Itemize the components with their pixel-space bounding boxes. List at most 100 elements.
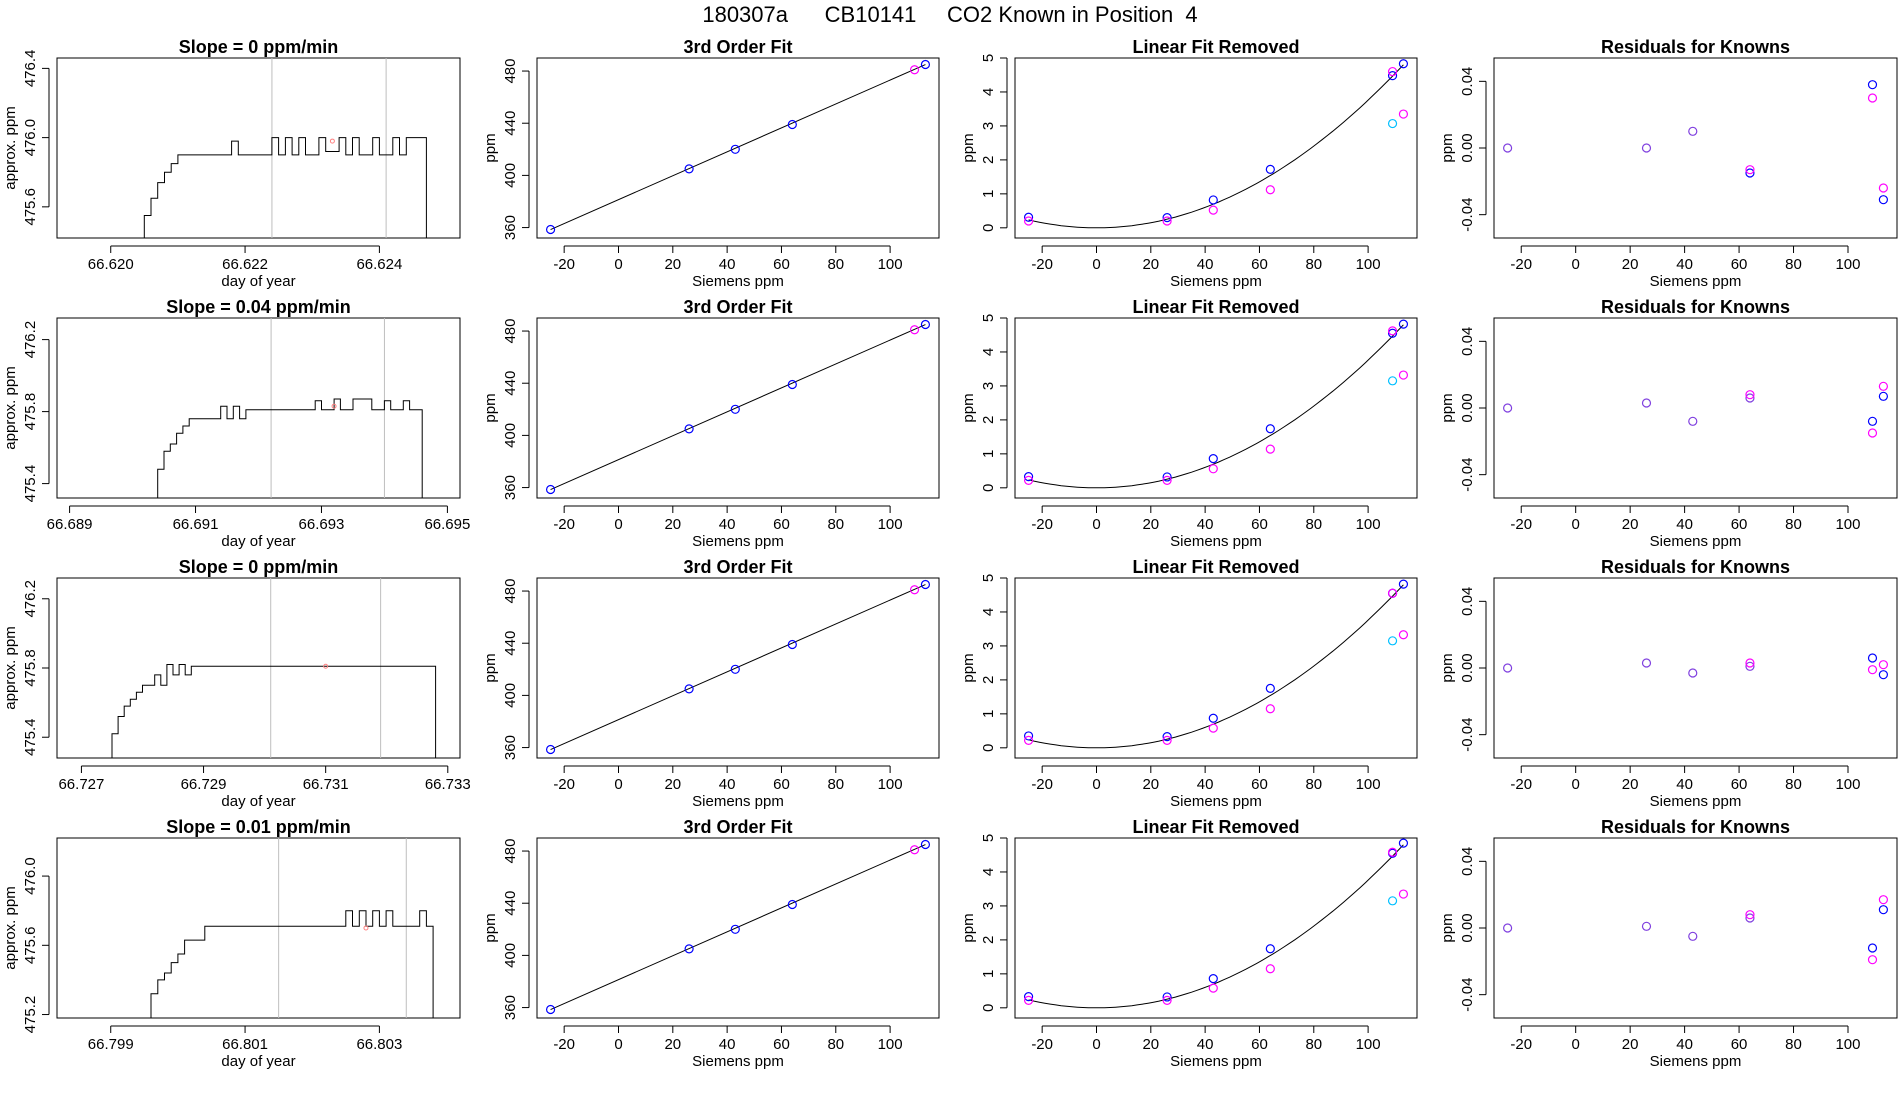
plot-frame	[1014, 837, 1418, 1019]
y-tick-label: 476.2	[22, 580, 39, 618]
chart-title: Slope = 0.04 ppm/min	[166, 297, 351, 317]
data-point	[1878, 183, 1888, 193]
x-tick-label: 20	[664, 256, 681, 273]
data-point	[1208, 195, 1218, 205]
x-tick-label: 40	[1197, 256, 1214, 273]
x-tick-label: 0	[1572, 1036, 1580, 1053]
data-point	[1162, 992, 1172, 1002]
x-tick-label: 66.620	[88, 256, 134, 273]
chart-panel-linear-4: Linear Fit Removed-20 0 20 40 60 80 100Siemens…	[960, 817, 1418, 1070]
y-tick-label: 475.8	[22, 649, 39, 687]
data-point	[1265, 444, 1275, 454]
x-tick-label: 100	[1835, 256, 1860, 273]
x-tick-label: 66.801	[222, 1036, 268, 1053]
chart-title: Residuals for Knowns	[1601, 557, 1790, 577]
data-point	[730, 924, 740, 934]
plot-frame	[536, 317, 940, 499]
y-tick-label: 5	[980, 574, 997, 582]
x-tick-label: -20	[1510, 776, 1532, 793]
x-tick-label: 0	[1572, 516, 1580, 533]
y-axis-label: ppm	[482, 393, 499, 422]
x-tick-label: 100	[1835, 516, 1860, 533]
x-tick-label: 40	[719, 1036, 736, 1053]
data-point	[1503, 143, 1513, 153]
series-line	[143, 137, 434, 238]
y-tick-label: 0	[980, 744, 997, 752]
y-tick-label: 475.4	[22, 718, 39, 756]
x-tick-label: 60	[773, 256, 790, 273]
x-tick-label: 66.691	[173, 516, 219, 533]
x-tick-label: 60	[1251, 1036, 1268, 1053]
data-point	[1688, 931, 1698, 941]
x-tick-label: 60	[773, 516, 790, 533]
x-tick-label: 60	[1251, 776, 1268, 793]
x-tick-label: 100	[878, 776, 903, 793]
x-tick-label: 66.733	[425, 776, 471, 793]
x-tick-label: 60	[1251, 516, 1268, 533]
x-tick-label: 20	[1142, 256, 1159, 273]
x-axis-label: Siemens ppm	[692, 273, 784, 290]
x-tick-label: 60	[1731, 1036, 1748, 1053]
y-tick-label: 2	[980, 936, 997, 944]
x-tick-label: 60	[1731, 776, 1748, 793]
x-tick-label: 0	[1092, 516, 1100, 533]
x-tick-label: 0	[1092, 256, 1100, 273]
x-axis-label: Siemens ppm	[1650, 1053, 1742, 1070]
plot-area	[545, 319, 931, 495]
data-point	[1162, 213, 1172, 223]
data-point	[1745, 168, 1755, 178]
data-point	[1503, 403, 1513, 413]
data-point	[1688, 668, 1698, 678]
data-point	[1398, 630, 1409, 640]
data-point	[1745, 393, 1755, 403]
plot-frame	[1014, 317, 1418, 499]
x-tick-label: 60	[773, 1036, 790, 1053]
y-tick-label: 360	[502, 475, 519, 500]
y-tick-label: 400	[502, 683, 519, 708]
fit-curve	[1028, 584, 1404, 749]
x-tick-label: 80	[827, 256, 844, 273]
x-tick-label: 60	[1251, 256, 1268, 273]
series-line	[150, 910, 440, 1018]
x-axis-label: Siemens ppm	[692, 533, 784, 550]
y-axis-label: ppm	[960, 653, 977, 682]
chart-title: Slope = 0.01 ppm/min	[166, 817, 351, 837]
x-tick-label: 0	[1572, 256, 1580, 273]
x-tick-label: 66.799	[88, 1036, 134, 1053]
plot-area	[545, 59, 931, 235]
data-point	[684, 684, 694, 694]
data-point	[909, 585, 920, 595]
x-tick-label: 0	[614, 256, 622, 273]
plot-frame	[1014, 57, 1418, 239]
y-tick-label: -0.04	[1459, 718, 1476, 752]
data-point	[1878, 195, 1888, 205]
data-point	[1398, 109, 1409, 119]
plot-area	[1503, 653, 1888, 680]
data-point	[1878, 895, 1888, 905]
data-point	[1387, 896, 1398, 906]
x-tick-label: 80	[1785, 256, 1802, 273]
y-tick-label: 360	[502, 995, 519, 1020]
data-point	[1867, 416, 1878, 426]
y-axis-label: ppm	[960, 393, 977, 422]
x-axis-label: day of year	[221, 793, 295, 810]
x-tick-label: 66.727	[58, 776, 104, 793]
data-point	[545, 1004, 556, 1015]
data-point	[909, 845, 920, 855]
x-tick-label: 80	[1785, 1036, 1802, 1053]
chart-title: 3rd Order Fit	[683, 297, 792, 317]
y-tick-label: 4	[980, 868, 997, 876]
data-point	[1387, 328, 1398, 338]
plot-frame	[56, 837, 461, 1019]
mean-point	[329, 138, 335, 144]
y-tick-label: 3	[980, 902, 997, 910]
x-tick-label: 20	[1622, 1036, 1639, 1053]
data-point	[1641, 921, 1652, 931]
data-point	[1688, 126, 1698, 136]
plot-area	[150, 838, 440, 1018]
data-point	[1023, 995, 1034, 1005]
chart-panel-fit-4: 3rd Order Fit -20 0 20 40 60 80 100 Siemens ppm 3…	[482, 817, 940, 1070]
plot-area	[143, 58, 434, 238]
chart-title: Linear Fit Removed	[1132, 557, 1299, 577]
x-tick-label: 100	[1356, 516, 1381, 533]
